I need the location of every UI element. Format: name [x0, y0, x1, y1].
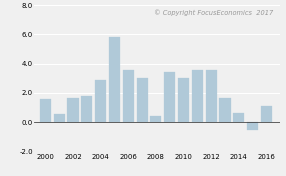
Bar	[81, 96, 92, 122]
Bar	[247, 122, 258, 130]
Bar	[67, 98, 79, 122]
Bar	[137, 78, 148, 122]
Bar	[109, 37, 120, 122]
Bar	[95, 80, 106, 122]
Bar	[233, 113, 244, 122]
Text: © Copyright FocusEconomics  2017: © Copyright FocusEconomics 2017	[154, 10, 273, 16]
Bar	[178, 78, 189, 122]
Bar	[54, 114, 65, 122]
Bar	[150, 116, 161, 122]
Bar	[40, 99, 51, 122]
Bar	[219, 98, 231, 122]
Bar	[164, 72, 175, 122]
Bar	[206, 70, 217, 122]
Bar	[192, 70, 203, 122]
Bar	[123, 70, 134, 122]
Bar	[261, 106, 272, 122]
